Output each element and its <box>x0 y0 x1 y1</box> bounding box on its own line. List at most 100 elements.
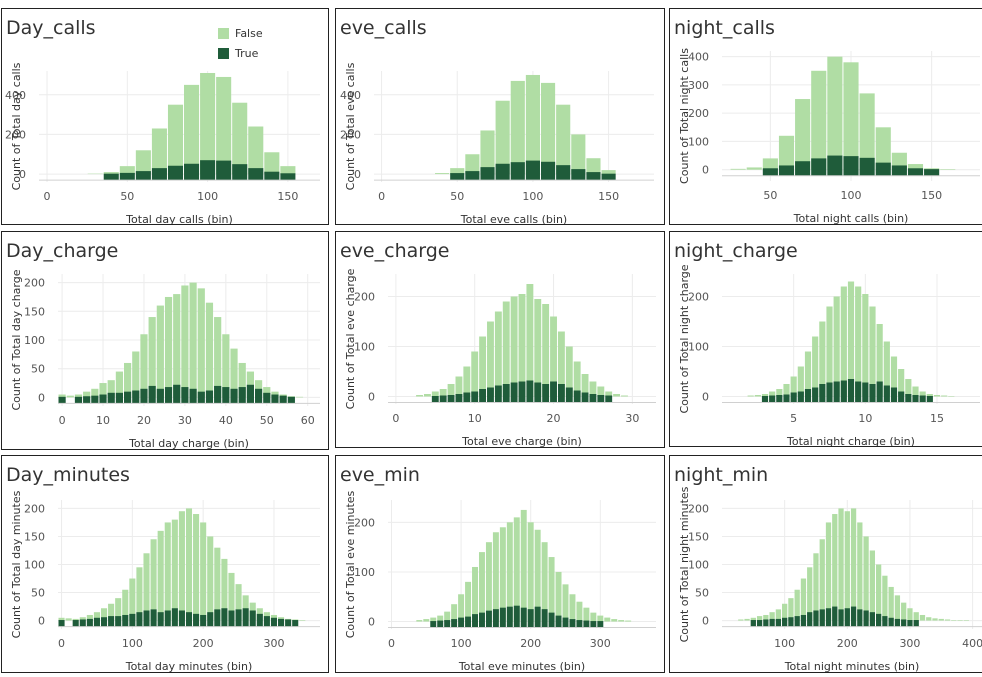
bar-true <box>478 612 485 628</box>
bar-true <box>200 614 207 627</box>
y-axis-label: Count of Total day calls <box>10 62 23 190</box>
x-tick-label: 200 <box>520 637 541 650</box>
panel-title: Day_calls <box>6 17 96 39</box>
histogram-chart: 0 100 200 0 100 200 300 Total eve minutes (bin)… <box>344 490 656 672</box>
bar-false <box>444 611 451 622</box>
bar-false <box>242 595 249 621</box>
panel-title: night_calls <box>674 17 775 39</box>
panel-day-charge: Day_charge 0 50 100 150 200 0 10 20 30 40 50 60 Tota… <box>1 231 329 450</box>
y-tick-label: 400 <box>688 51 709 64</box>
bar-true <box>907 620 913 627</box>
x-tick-label: 50 <box>120 190 134 203</box>
bar-false <box>894 595 901 621</box>
bar-false <box>832 514 838 621</box>
bar-false <box>93 612 100 621</box>
bar-false <box>850 508 857 621</box>
bar-true <box>164 387 173 404</box>
bar-false <box>746 167 762 170</box>
bar-false <box>525 74 540 175</box>
x-tick-label: 60 <box>301 414 315 427</box>
y-tick-label: 100 <box>688 559 709 572</box>
bar-true <box>115 616 122 627</box>
bar-false <box>140 334 148 398</box>
bar-false <box>534 529 541 622</box>
y-tick-label: 50 <box>695 587 709 600</box>
bar-true <box>581 392 589 403</box>
legend-swatch-false <box>218 27 229 39</box>
bar-true <box>124 391 132 404</box>
bar-false <box>205 302 214 398</box>
bar-false <box>299 620 306 621</box>
bar-false <box>883 341 890 397</box>
panel-title: night_min <box>674 464 769 486</box>
bar-true <box>569 619 576 628</box>
bar-false <box>857 522 863 621</box>
bar-true <box>167 165 184 181</box>
x-tick-label: 100 <box>841 189 862 202</box>
bar-false <box>804 351 812 397</box>
bar-false <box>197 288 205 398</box>
bar-true <box>857 609 863 627</box>
histogram-chart: 0 50 100 150 200 0 10 20 30 40 50 60 Total day charg… <box>10 269 320 449</box>
bar-false <box>91 388 99 398</box>
bar-false <box>416 620 423 622</box>
bar-true <box>263 392 271 404</box>
bar-true <box>255 388 263 404</box>
bar-false <box>905 379 912 397</box>
bar-false <box>597 615 604 622</box>
bar-false <box>527 522 534 622</box>
bar-false <box>876 324 883 397</box>
bar-true <box>463 392 471 403</box>
bar-true <box>825 608 832 627</box>
x-tick-label: 0 <box>392 412 399 425</box>
bar-false <box>221 558 228 621</box>
legend-item-true[interactable]: True <box>218 43 263 63</box>
x-tick-label: 10 <box>96 414 110 427</box>
bar-false <box>875 127 891 170</box>
histogram-chart: 0 100 200 5 10 15 Total night charge (bin) Coun… <box>678 264 980 446</box>
bar-true <box>905 394 912 403</box>
bar-true <box>292 620 299 627</box>
bar-true <box>534 606 541 628</box>
bar-false <box>957 620 963 621</box>
x-tick-label: 0 <box>58 637 65 650</box>
bar-true <box>840 380 847 403</box>
bar-false <box>58 617 65 621</box>
bar-false <box>797 366 804 397</box>
y-tick-label: 0 <box>702 164 709 177</box>
bar-false <box>756 616 763 621</box>
bar-false <box>907 608 913 621</box>
bar-false <box>135 150 151 175</box>
x-tick-label: 300 <box>899 637 920 650</box>
bar-false <box>938 618 944 621</box>
bar-false <box>292 619 299 621</box>
bar-true <box>783 394 790 403</box>
bar-true <box>135 171 151 181</box>
bar-true <box>843 156 859 176</box>
bar-false <box>437 615 444 622</box>
bar-false <box>747 395 754 397</box>
bar-true <box>790 392 797 403</box>
bar-false <box>843 62 859 170</box>
bar-false <box>618 620 625 622</box>
bar-false <box>246 371 254 398</box>
legend-label-false: False <box>235 26 263 40</box>
bar-false <box>827 56 843 170</box>
bar-false <box>184 84 200 175</box>
y-tick-label: 200 <box>354 291 375 304</box>
bar-false <box>855 286 862 397</box>
bar-false <box>590 612 597 622</box>
bar-true <box>912 395 919 403</box>
panel-eve-min: eve_min 0 100 200 0 100 200 300 Total eve minut… <box>335 455 665 673</box>
bar-false <box>569 594 576 622</box>
bar-true <box>875 162 891 176</box>
legend-item-false[interactable]: False <box>218 23 263 43</box>
bar-false <box>200 72 216 175</box>
bar-true <box>79 619 86 627</box>
bar-false <box>263 387 271 398</box>
bar-false <box>200 522 207 621</box>
bar-false <box>506 522 513 622</box>
bar-false <box>589 381 597 397</box>
bar-false <box>222 334 230 398</box>
bar-true <box>812 387 819 403</box>
